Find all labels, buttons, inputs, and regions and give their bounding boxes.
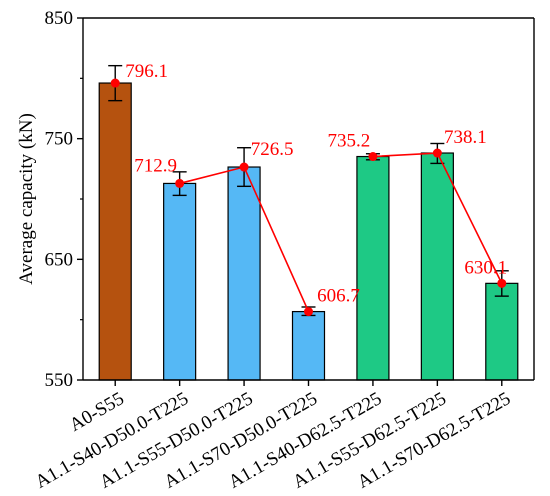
data-label-6: 738.1 (444, 127, 487, 148)
data-label-3: 726.5 (251, 139, 294, 160)
data-point-6 (432, 148, 442, 158)
y-tick-label-4: 850 (45, 8, 74, 29)
data-label-1: 796.1 (125, 61, 168, 82)
data-label-7: 630.1 (464, 257, 507, 278)
data-point-3 (239, 162, 249, 172)
bar-5 (356, 155, 390, 381)
bar-4 (291, 310, 326, 381)
axes-layer: 550650750850A0-S55A1.1-S40-D50.0-T225A1.… (16, 8, 535, 493)
points-layer (110, 78, 507, 317)
data-label-5: 735.2 (328, 131, 371, 152)
data-point-7 (497, 278, 507, 288)
data-point-5 (368, 152, 378, 162)
data-point-4 (304, 307, 313, 317)
bar-1 (98, 82, 132, 381)
data-labels-layer: 796.1 712.9 726.5 606.7 735.2 738.1 630.1 (125, 61, 507, 307)
bar-7 (485, 282, 519, 381)
y-tick-label-1: 550 (45, 370, 74, 391)
y-axis-title: Average capacity (kN) (16, 113, 37, 285)
y-tick-label-3: 750 (45, 129, 74, 150)
data-label-2: 712.9 (134, 155, 177, 176)
bar-6 (420, 152, 454, 381)
bar-2 (163, 182, 197, 381)
y-tick-label-2: 650 (45, 249, 74, 270)
data-label-4: 606.7 (317, 286, 360, 307)
data-point-2 (175, 178, 185, 188)
data-point-1 (110, 78, 120, 88)
bar-3 (227, 166, 261, 381)
